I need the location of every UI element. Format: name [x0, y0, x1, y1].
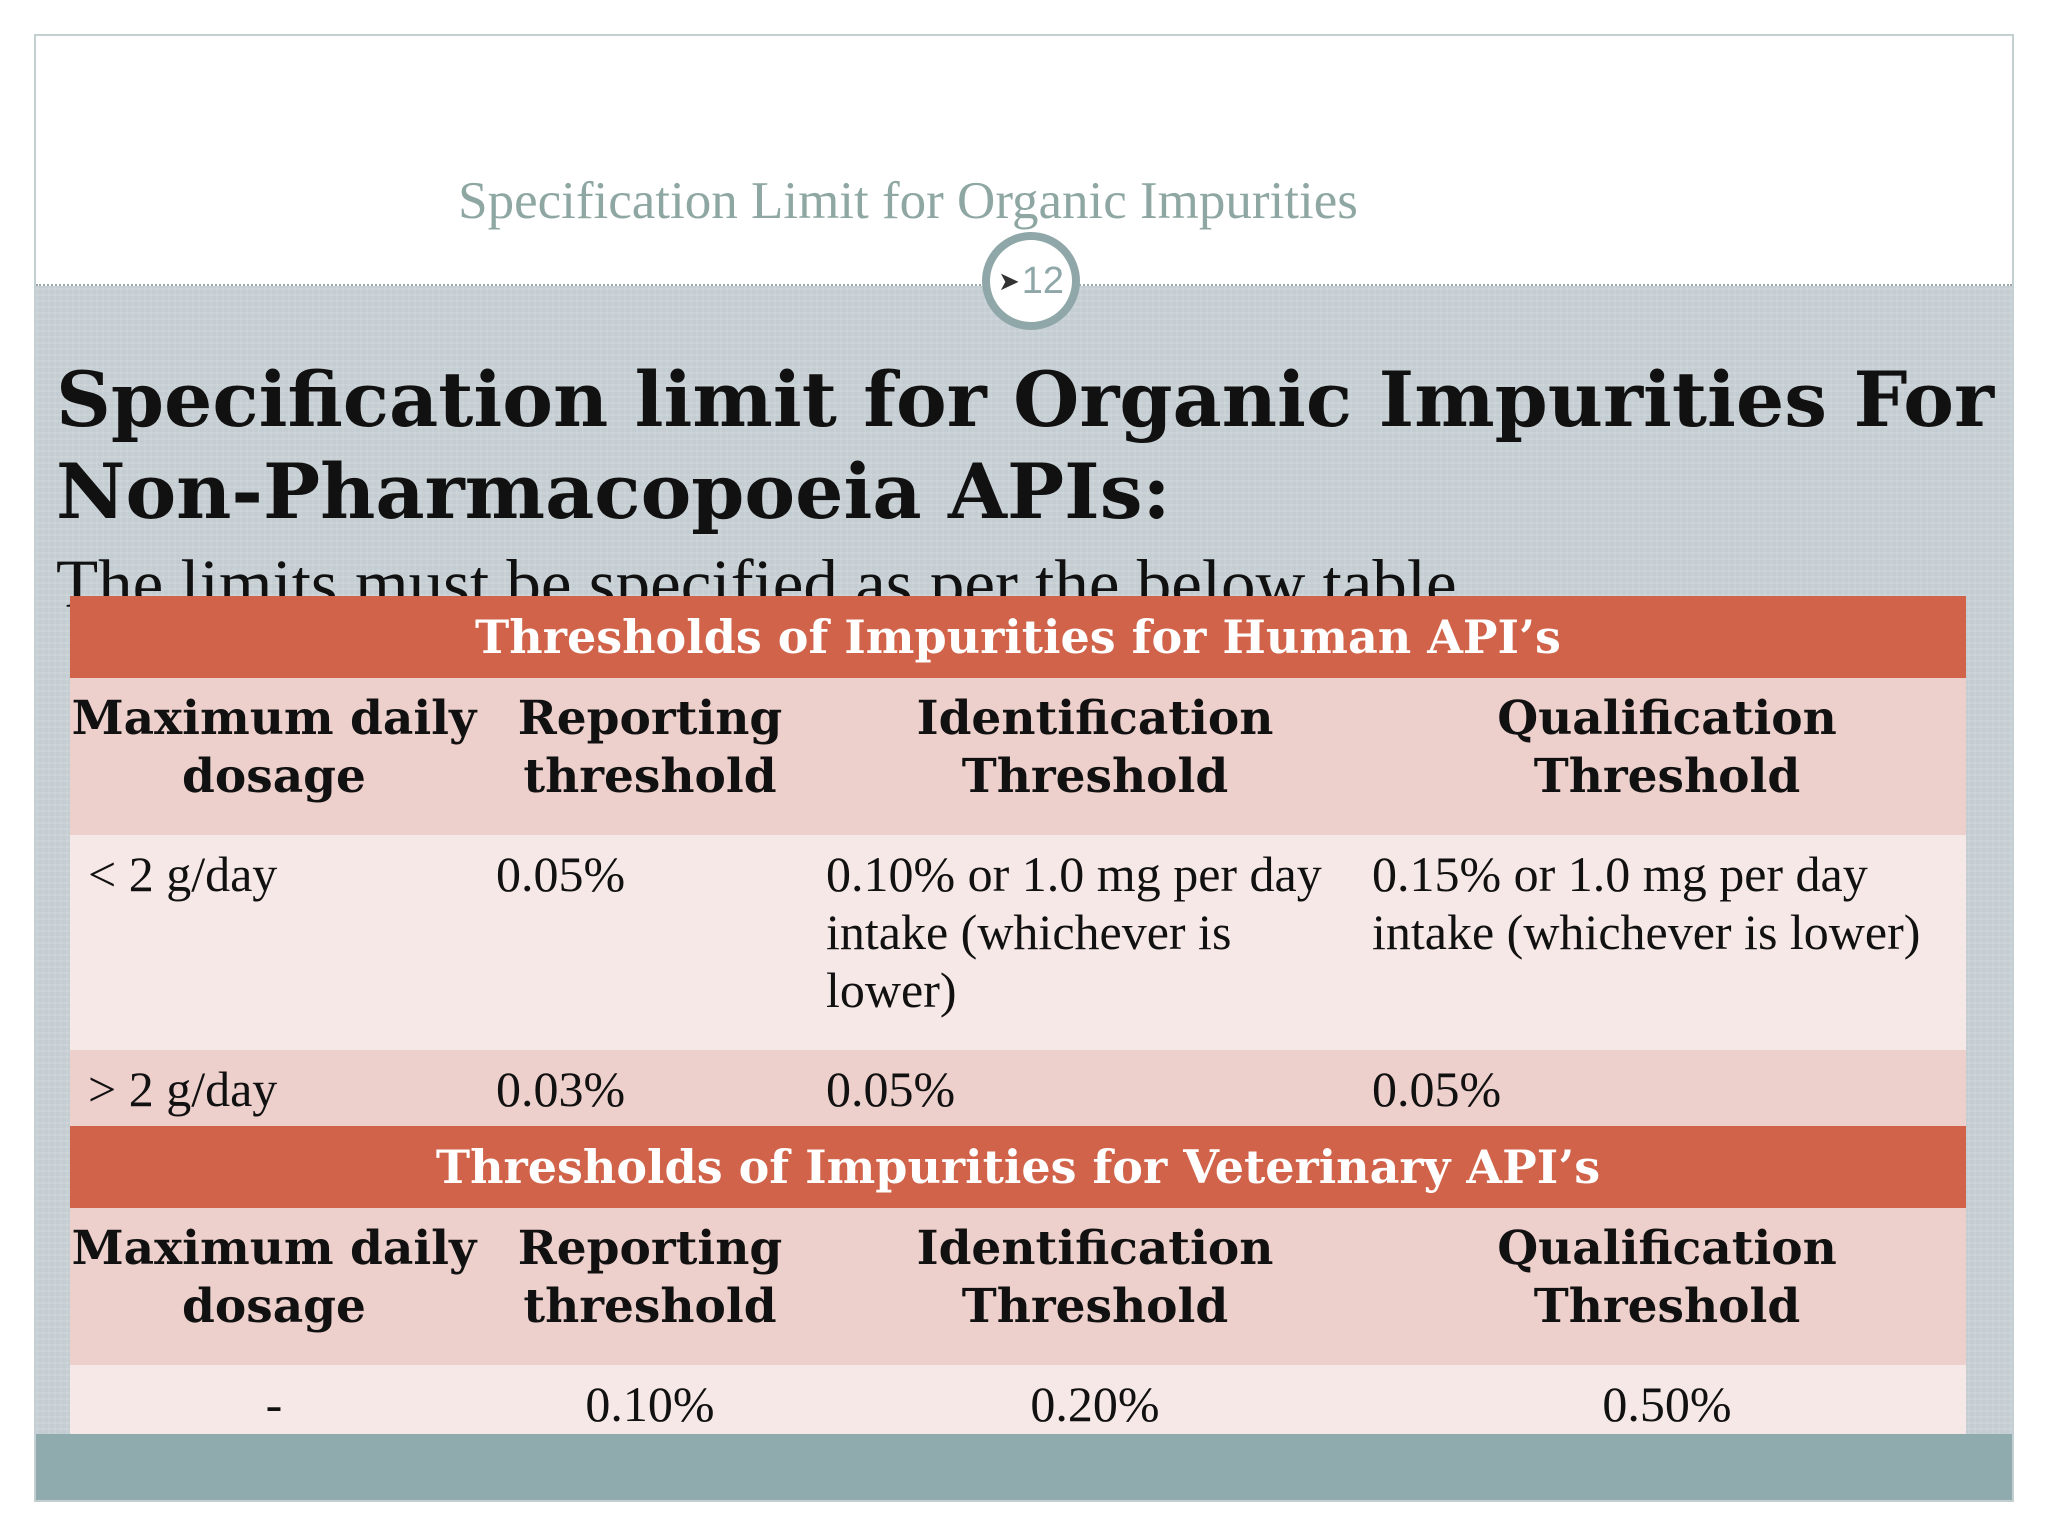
column-header: Qualification Threshold [1497, 691, 1837, 804]
column-header: Maximum daily dosage [71, 1221, 477, 1334]
table-title: Thresholds of Impurities for Veterinary … [70, 1126, 1966, 1208]
slide: Specification Limit for Organic Impuriti… [34, 34, 2014, 1502]
page-number: 12 [1021, 259, 1065, 302]
table-cell: 0.05% [826, 1061, 956, 1117]
footer-band [36, 1434, 2012, 1500]
table-cell: < 2 g/day [88, 846, 278, 902]
table-header-row: Maximum daily dosage Reporting threshold… [70, 1208, 1966, 1365]
header-title: Specification Limit for Organic Impuriti… [458, 172, 1358, 230]
column-header: Reporting threshold [517, 691, 783, 804]
page-number-badge: ➤ 12 [982, 232, 1080, 330]
table-cell: 0.03% [496, 1061, 626, 1117]
table-cell: 0.05% [1372, 1061, 1502, 1117]
table-cell: 0.10% [585, 1376, 715, 1432]
table-cell: 0.10% or 1.0 mg per day intake (whicheve… [826, 846, 1322, 1018]
column-header: Identification Threshold [916, 691, 1274, 804]
veterinary-thresholds-table: Thresholds of Impurities for Veterinary … [70, 1126, 1966, 1457]
table-cell: > 2 g/day [88, 1061, 278, 1117]
column-header: Identification Threshold [916, 1221, 1274, 1334]
column-header: Maximum daily dosage [71, 691, 477, 804]
table-row: < 2 g/day 0.05% 0.10% or 1.0 mg per day … [70, 835, 1966, 1050]
human-thresholds-table: Thresholds of Impurities for Human API’s… [70, 596, 1966, 1142]
arrowhead-bullet-icon: ➤ [997, 265, 1020, 296]
table-title: Thresholds of Impurities for Human API’s [70, 596, 1966, 678]
table-cell: - [265, 1376, 283, 1432]
table-cell: 0.05% [496, 846, 626, 902]
column-header: Reporting threshold [517, 1221, 783, 1334]
table-header-row: Maximum daily dosage Reporting threshold… [70, 678, 1966, 835]
table-cell: 0.20% [1030, 1376, 1160, 1432]
table-cell: 0.15% or 1.0 mg per day intake (whicheve… [1372, 846, 1921, 960]
main-heading: Specification limit for Organic Impuriti… [56, 355, 1995, 536]
table-cell: 0.50% [1602, 1376, 1732, 1432]
column-header: Qualification Threshold [1497, 1221, 1837, 1334]
